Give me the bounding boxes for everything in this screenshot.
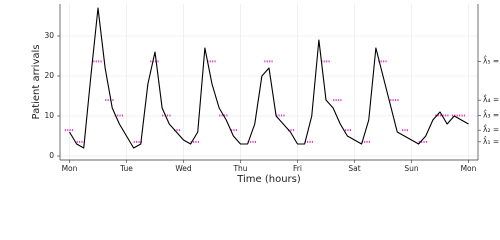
- y-tick-label: 20: [44, 71, 54, 80]
- x-axis-title: Time (hours): [236, 174, 301, 185]
- x-tick-label: Sat: [348, 164, 360, 173]
- x-tick-label: Wed: [175, 164, 192, 173]
- chart: Time (hours) Patient arrivals 0 10 20 30 Mon…: [31, 4, 500, 185]
- y2-tick-label: λ̂₂ = 6.46: [483, 125, 500, 134]
- y2-tick-label: λ̂₁ = 3.54: [483, 136, 500, 145]
- x-tick-label: Sun: [404, 164, 419, 173]
- y2-tick-label: λ̂₃ = 10.13: [483, 110, 500, 119]
- x-tick-label: Tue: [119, 164, 133, 173]
- y-tick-label: 30: [44, 31, 54, 40]
- y2-tick-label: λ̂₅ = 23.67: [483, 56, 500, 65]
- x-tick-label: Fri: [293, 164, 302, 173]
- x-tick-label: Thu: [232, 164, 247, 173]
- y-tick-label: 0: [49, 151, 54, 160]
- y-tick-label: 10: [44, 111, 54, 120]
- y-axis-title: Patient arrivals: [31, 45, 42, 120]
- x-tick-label: Mon: [461, 164, 477, 173]
- x-tick-label: Mon: [62, 164, 78, 173]
- arrivals-line: [69, 7, 469, 149]
- y2-tick-label: λ̂₄ = 13.96: [483, 95, 500, 104]
- plot-area: [60, 4, 478, 160]
